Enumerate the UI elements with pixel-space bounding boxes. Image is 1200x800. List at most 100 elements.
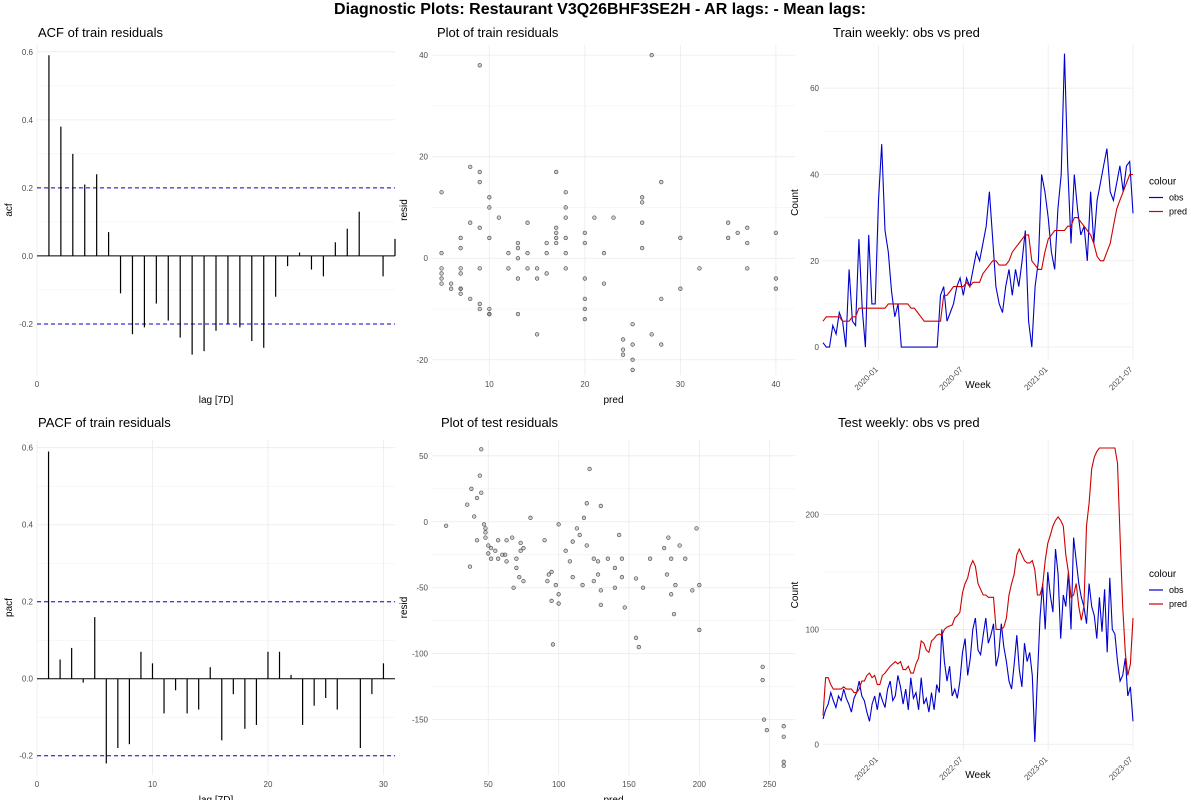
residual-point xyxy=(616,532,622,538)
residual-point xyxy=(640,195,645,200)
residual-point xyxy=(563,190,568,195)
residual-point xyxy=(439,190,444,195)
residual-point xyxy=(503,552,508,557)
residual-point xyxy=(534,332,540,337)
x-tick-label: 40 xyxy=(771,380,780,389)
y-tick-label: 0 xyxy=(424,254,429,263)
residual-point xyxy=(483,526,488,531)
residual-point xyxy=(477,266,482,271)
residual-point xyxy=(553,582,558,588)
residual-point xyxy=(694,526,699,531)
y-tick-label: 60 xyxy=(810,84,819,93)
y-tick-label: 0.0 xyxy=(22,675,34,684)
residual-point xyxy=(582,306,587,312)
x-tick-label: 10 xyxy=(148,780,157,789)
residual-point xyxy=(781,734,786,739)
residual-point xyxy=(633,576,639,581)
residual-point xyxy=(458,291,463,296)
residual-point xyxy=(630,357,635,362)
residual-point xyxy=(591,578,596,584)
x-axis-label: Week xyxy=(965,380,991,391)
y-tick-label: 20 xyxy=(419,153,428,162)
residual-point xyxy=(550,642,556,647)
y-tick-label: 20 xyxy=(810,257,819,266)
residual-point xyxy=(673,582,678,588)
residual-point xyxy=(439,271,444,276)
residual-point xyxy=(640,220,645,225)
residual-point xyxy=(595,559,601,564)
residual-point xyxy=(486,543,491,548)
residual-point xyxy=(677,543,682,548)
residual-point xyxy=(495,538,501,543)
residual-point xyxy=(495,556,501,561)
residual-point xyxy=(690,588,695,593)
y-tick-label: 100 xyxy=(806,625,820,634)
x-tick-label: 200 xyxy=(693,780,707,789)
residual-point xyxy=(486,551,491,556)
residual-point xyxy=(448,286,454,291)
legend-label-pred: pred xyxy=(1169,599,1187,609)
panel-weekly_train: Train weekly: obs vs pred 0 20 40 60 Week Coun… xyxy=(790,25,1187,392)
panel-resid_test: Plot of test residuals -150 -100 -50 0 50 pred… xyxy=(399,415,795,800)
residual-point xyxy=(521,545,526,551)
residual-point xyxy=(525,266,530,271)
residual-point xyxy=(521,578,526,584)
residual-point xyxy=(477,225,482,230)
x-tick-label: 100 xyxy=(552,780,566,789)
x-tick-label: 2020-01 xyxy=(853,365,881,393)
residual-point xyxy=(659,342,664,347)
residual-point xyxy=(697,266,702,271)
y-tick-label: 0.0 xyxy=(22,252,34,261)
residual-point xyxy=(465,502,470,507)
residual-point xyxy=(469,486,474,491)
residual-point xyxy=(468,164,473,169)
residual-point xyxy=(487,205,492,210)
legend-label-pred: pred xyxy=(1169,207,1187,217)
legend-title: colour xyxy=(1149,177,1177,188)
residual-point xyxy=(525,220,530,225)
y-tick-label: 0.4 xyxy=(22,521,34,530)
residual-point xyxy=(549,598,554,604)
residual-point xyxy=(764,728,770,733)
residual-point xyxy=(620,352,626,357)
y-axis-label: acf xyxy=(4,203,15,217)
residual-point xyxy=(745,266,750,271)
residual-point xyxy=(598,588,603,593)
residual-point xyxy=(745,240,750,246)
residual-point xyxy=(556,522,561,527)
residual-point xyxy=(598,503,603,509)
residual-point xyxy=(518,548,523,553)
residual-point xyxy=(619,556,625,561)
residual-point xyxy=(554,230,559,235)
x-tick-label: 30 xyxy=(676,380,685,389)
residual-point xyxy=(669,556,674,561)
residual-point xyxy=(483,530,488,535)
residual-point xyxy=(577,532,582,538)
residual-point xyxy=(574,526,580,531)
residual-point xyxy=(544,271,549,276)
residual-point xyxy=(605,556,611,561)
y-tick-label: 0 xyxy=(815,740,820,749)
residual-point xyxy=(514,556,519,561)
residual-point xyxy=(487,306,492,312)
residual-point xyxy=(515,311,521,317)
residual-point xyxy=(506,251,511,256)
residual-point xyxy=(630,322,635,327)
residual-point xyxy=(554,169,559,175)
residual-point xyxy=(563,205,568,210)
residual-point xyxy=(773,286,779,291)
residual-point xyxy=(518,540,523,546)
residual-point xyxy=(477,306,482,312)
legend-label-obs: obs xyxy=(1169,585,1184,595)
x-tick-label: 0 xyxy=(35,380,40,389)
residual-point xyxy=(458,245,463,251)
residual-point xyxy=(443,523,449,528)
residual-point xyxy=(563,215,568,220)
residual-point xyxy=(439,266,444,271)
series-line-pred xyxy=(822,173,1133,322)
residual-point xyxy=(477,301,482,307)
residual-point xyxy=(544,240,549,246)
residual-point xyxy=(510,535,515,540)
residual-point xyxy=(584,501,589,506)
residual-point xyxy=(620,347,626,352)
